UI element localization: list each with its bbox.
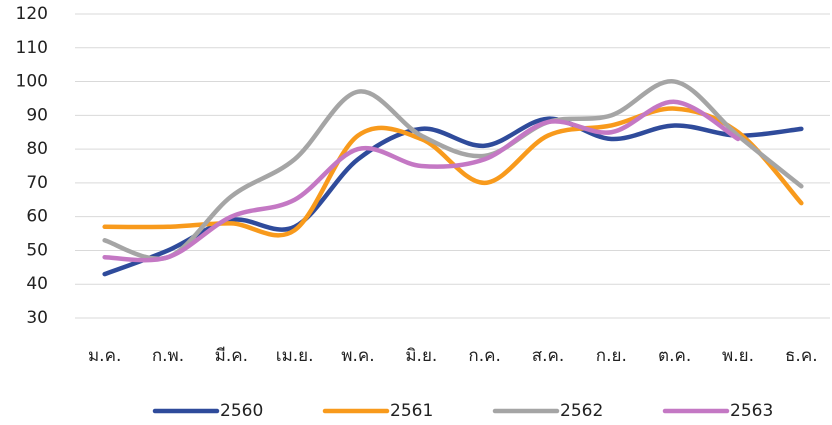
x-tick-label: มี.ค. [215, 346, 248, 366]
y-tick-label: 90 [26, 105, 48, 125]
x-tick-label: เม.ย. [276, 346, 314, 366]
x-tick-label: พ.ย. [722, 346, 754, 366]
x-tick-label: ม.ค. [88, 346, 121, 366]
series-line [102, 79, 804, 261]
y-tick-label: 70 [26, 173, 48, 193]
legend-label: 2563 [730, 401, 773, 421]
x-tick-label: ก.ย. [596, 346, 627, 366]
y-tick-label: 30 [26, 308, 48, 328]
y-tick-label: 40 [26, 274, 48, 294]
x-tick-label: ธ.ค. [785, 346, 818, 366]
y-tick-label: 80 [26, 139, 48, 159]
series-line [102, 106, 804, 238]
y-tick-label: 50 [26, 240, 48, 260]
series-line [102, 99, 741, 263]
legend-label: 2560 [220, 401, 263, 421]
legend-label: 2561 [390, 401, 433, 421]
legend-label: 2562 [560, 401, 603, 421]
y-tick-label: 60 [26, 207, 48, 227]
x-tick-label: พ.ค. [341, 346, 374, 366]
y-tick-label: 100 [16, 72, 48, 92]
y-tick-label: 110 [16, 38, 48, 58]
x-tick-label: ก.พ. [152, 346, 184, 366]
x-tick-label: ก.ค. [468, 346, 500, 366]
x-tick-label: ส.ค. [532, 346, 565, 366]
x-tick-label: ต.ค. [658, 346, 691, 366]
x-tick-label: มิ.ย. [405, 346, 437, 366]
y-tick-label: 120 [16, 4, 48, 24]
